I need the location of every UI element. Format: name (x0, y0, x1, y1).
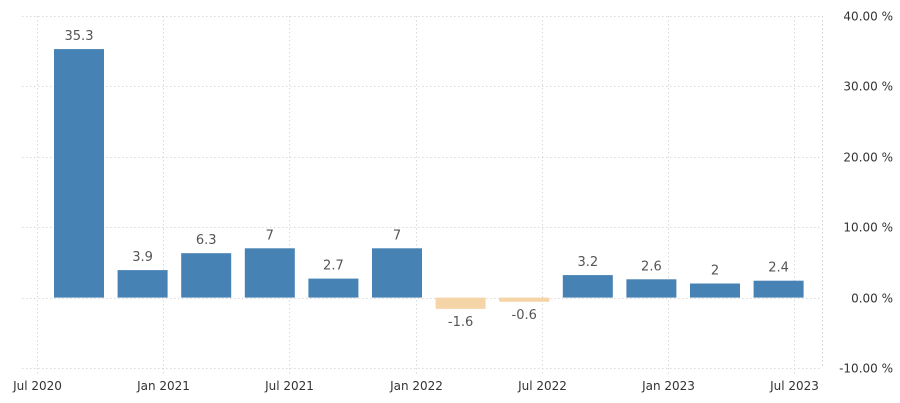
bar (435, 297, 486, 309)
data-label: 3.2 (577, 255, 598, 270)
x-tick-label: Jul 2020 (12, 379, 62, 393)
data-label: 2.6 (641, 259, 662, 274)
data-label: 7 (393, 228, 401, 243)
y-tick-label: 40.00 % (843, 10, 893, 24)
data-label: -0.6 (512, 308, 537, 323)
bar (499, 297, 550, 302)
bar (690, 283, 740, 298)
x-axis: Jul 2020 Jan 2021 Jul 2021 Jan 2022 Jul 2022… (12, 379, 819, 393)
bars (54, 49, 804, 309)
x-tick-label: Jan 2022 (389, 379, 443, 393)
y-tick-label: 10.00 % (843, 221, 893, 235)
x-tick-label: Jul 2022 (517, 379, 567, 393)
bar (626, 279, 677, 298)
data-label: 35.3 (65, 29, 94, 44)
data-label: 6.3 (196, 233, 217, 248)
bar (562, 275, 613, 298)
data-label: 2 (711, 264, 719, 279)
bar (308, 278, 359, 298)
data-label: 7 (266, 228, 274, 243)
bar (54, 49, 104, 298)
x-tick-label: Jan 2023 (641, 379, 695, 393)
bar (372, 248, 422, 298)
data-label: -1.6 (448, 315, 473, 330)
y-tick-label: 0.00 % (851, 292, 893, 306)
x-tick-label: Jan 2021 (136, 379, 190, 393)
data-label: 2.4 (768, 261, 789, 276)
data-labels: 35.3 3.9 6.3 7 2.7 7 -1.6 -0.6 3.2 2.6 2 2.4 (65, 29, 789, 330)
y-tick-label: 20.00 % (843, 151, 893, 165)
data-label: 2.7 (323, 259, 344, 274)
y-axis: 40.00 % 30.00 % 20.00 % 10.00 % 0.00 % -10.00… (839, 10, 893, 376)
x-tick-label: Jul 2021 (264, 379, 314, 393)
x-tick-label: Jul 2023 (769, 379, 819, 393)
data-label: 3.9 (132, 250, 153, 265)
bar (117, 270, 168, 298)
bar (753, 280, 804, 298)
y-tick-label: 30.00 % (843, 80, 893, 94)
grid (22, 16, 823, 374)
bar (244, 248, 295, 298)
y-tick-label: -10.00 % (839, 362, 893, 376)
bar (181, 253, 232, 298)
